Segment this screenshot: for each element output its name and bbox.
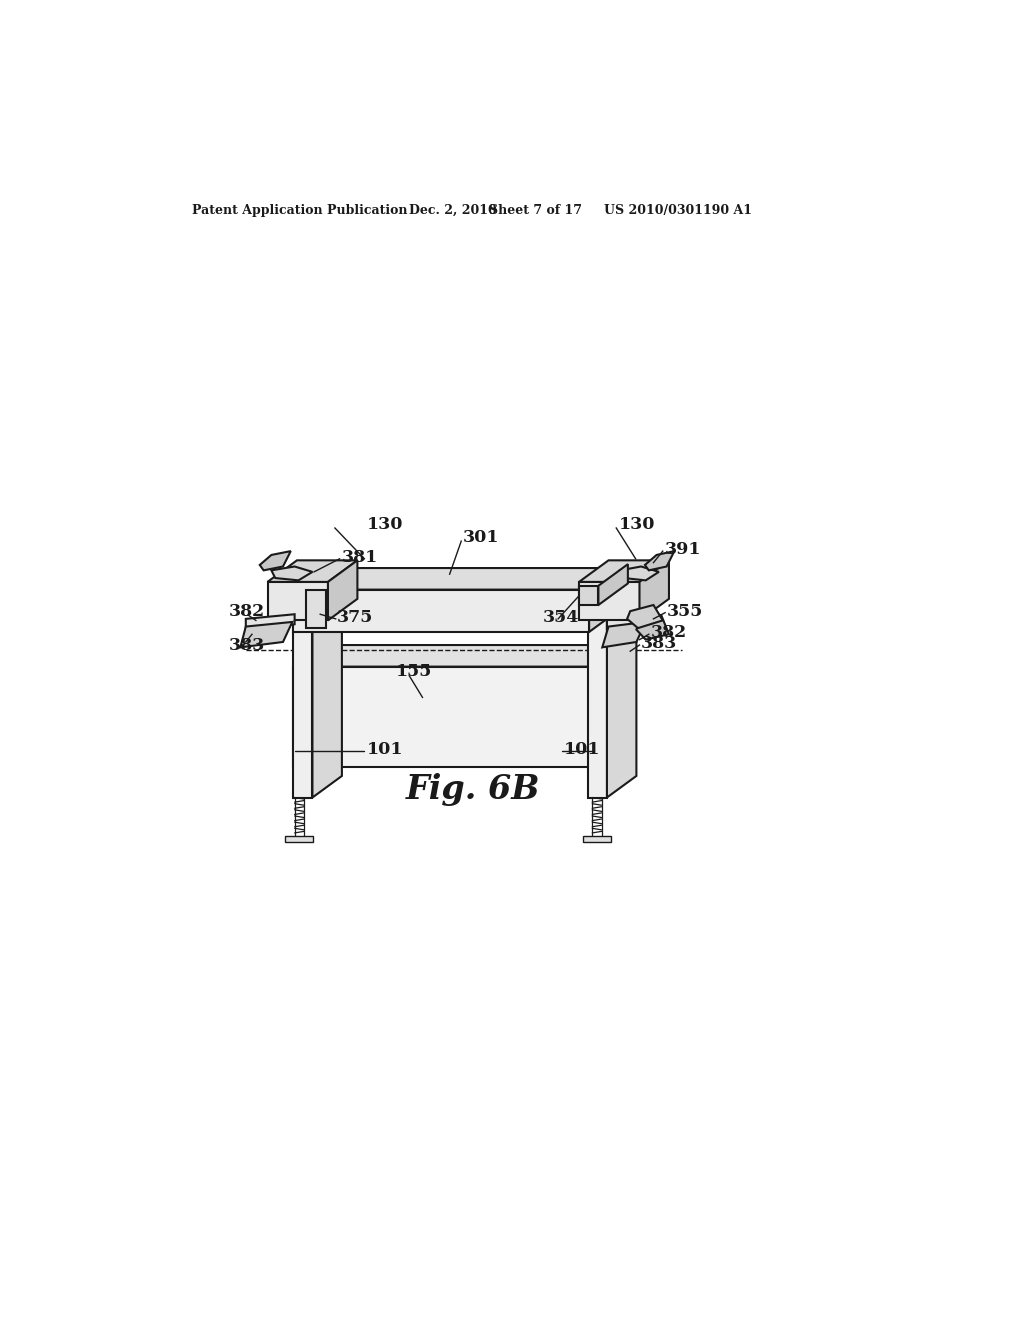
Polygon shape — [627, 605, 663, 628]
Polygon shape — [645, 552, 675, 570]
Text: Dec. 2, 2010: Dec. 2, 2010 — [409, 205, 497, 218]
Polygon shape — [306, 590, 326, 628]
Text: 383: 383 — [641, 635, 677, 652]
Polygon shape — [607, 614, 649, 628]
Polygon shape — [598, 564, 628, 605]
Text: 381: 381 — [342, 549, 378, 566]
Polygon shape — [589, 568, 618, 632]
Polygon shape — [293, 667, 589, 767]
Polygon shape — [293, 645, 618, 667]
Text: 130: 130 — [618, 516, 655, 533]
Polygon shape — [621, 566, 658, 581]
Polygon shape — [607, 576, 636, 797]
Polygon shape — [588, 598, 607, 797]
Text: 391: 391 — [665, 541, 701, 558]
Polygon shape — [583, 836, 611, 842]
Text: 375: 375 — [337, 609, 374, 626]
Polygon shape — [328, 561, 357, 620]
Polygon shape — [293, 598, 312, 797]
Text: 101: 101 — [367, 742, 403, 758]
Text: 354: 354 — [543, 609, 579, 626]
Polygon shape — [312, 576, 342, 797]
Polygon shape — [589, 645, 618, 767]
Polygon shape — [286, 836, 313, 842]
Polygon shape — [293, 568, 618, 590]
Polygon shape — [579, 582, 640, 620]
Text: Fig. 6B: Fig. 6B — [406, 774, 540, 807]
Text: Patent Application Publication: Patent Application Publication — [191, 205, 408, 218]
Text: 155: 155 — [395, 664, 432, 681]
Polygon shape — [246, 614, 295, 628]
Text: 301: 301 — [463, 529, 500, 545]
Polygon shape — [636, 615, 669, 640]
Text: 382: 382 — [651, 624, 687, 642]
Polygon shape — [260, 552, 291, 570]
Text: 383: 383 — [228, 638, 265, 655]
Polygon shape — [267, 561, 357, 582]
Polygon shape — [579, 561, 669, 582]
Polygon shape — [271, 566, 312, 581]
Polygon shape — [241, 622, 292, 647]
Polygon shape — [602, 622, 646, 647]
Text: 355: 355 — [667, 603, 703, 619]
Polygon shape — [293, 590, 589, 632]
Polygon shape — [579, 586, 598, 605]
Text: 130: 130 — [367, 516, 403, 533]
Polygon shape — [267, 582, 328, 620]
Text: US 2010/0301190 A1: US 2010/0301190 A1 — [604, 205, 752, 218]
Text: 382: 382 — [228, 603, 265, 620]
Polygon shape — [640, 561, 669, 620]
Text: Sheet 7 of 17: Sheet 7 of 17 — [489, 205, 583, 218]
Text: 101: 101 — [564, 742, 601, 758]
